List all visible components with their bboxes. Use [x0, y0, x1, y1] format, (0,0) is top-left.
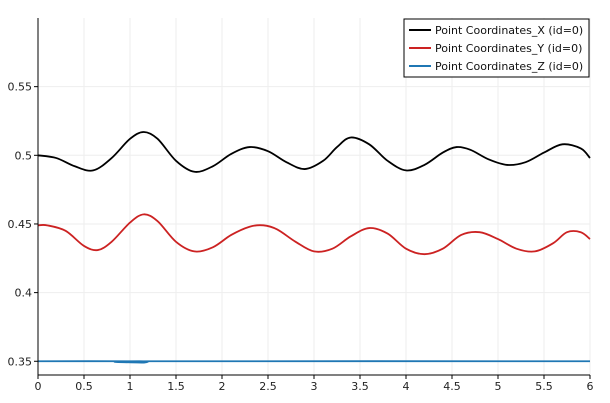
x-tick-label: 0.5 [75, 380, 93, 393]
legend-label-0: Point Coordinates_X (id=0) [435, 24, 583, 37]
x-tick-label: 6 [587, 380, 594, 393]
x-tick-label: 0 [35, 380, 42, 393]
x-tick-label: 5 [495, 380, 502, 393]
x-tick-label: 1.5 [167, 380, 185, 393]
legend: Point Coordinates_X (id=0) Point Coordina… [403, 18, 590, 78]
legend-label-2: Point Coordinates_Z (id=0) [435, 60, 583, 73]
x-tick-label: 5.5 [535, 380, 553, 393]
y-tick-label: 0.5 [15, 149, 33, 162]
y-tick-label: 0.35 [8, 355, 33, 368]
x-tick-label: 4 [403, 380, 410, 393]
x-tick-label: 4.5 [443, 380, 461, 393]
y-tick-label: 0.45 [8, 218, 33, 231]
series-layer [37, 131, 591, 364]
legend-box [403, 18, 590, 78]
y-tick-label: 0.55 [8, 81, 33, 94]
x-ticks: 0 0.5 1 1.5 2 2.5 3 3.5 4 4.5 5 5.5 6 [35, 375, 594, 393]
series-line-1 [37, 213, 591, 256]
x-tick-label: 2 [219, 380, 226, 393]
series-line-2 [37, 360, 591, 364]
legend-label-1: Point Coordinates_Y (id=0) [435, 42, 582, 55]
x-tick-label: 2.5 [259, 380, 277, 393]
x-tick-label: 1 [127, 380, 134, 393]
y-tick-label: 0.4 [15, 287, 33, 300]
x-tick-label: 3.5 [351, 380, 369, 393]
y-ticks: 0.35 0.4 0.45 0.5 0.55 [8, 81, 38, 368]
series-line-0 [37, 131, 591, 173]
x-tick-label: 3 [311, 380, 318, 393]
